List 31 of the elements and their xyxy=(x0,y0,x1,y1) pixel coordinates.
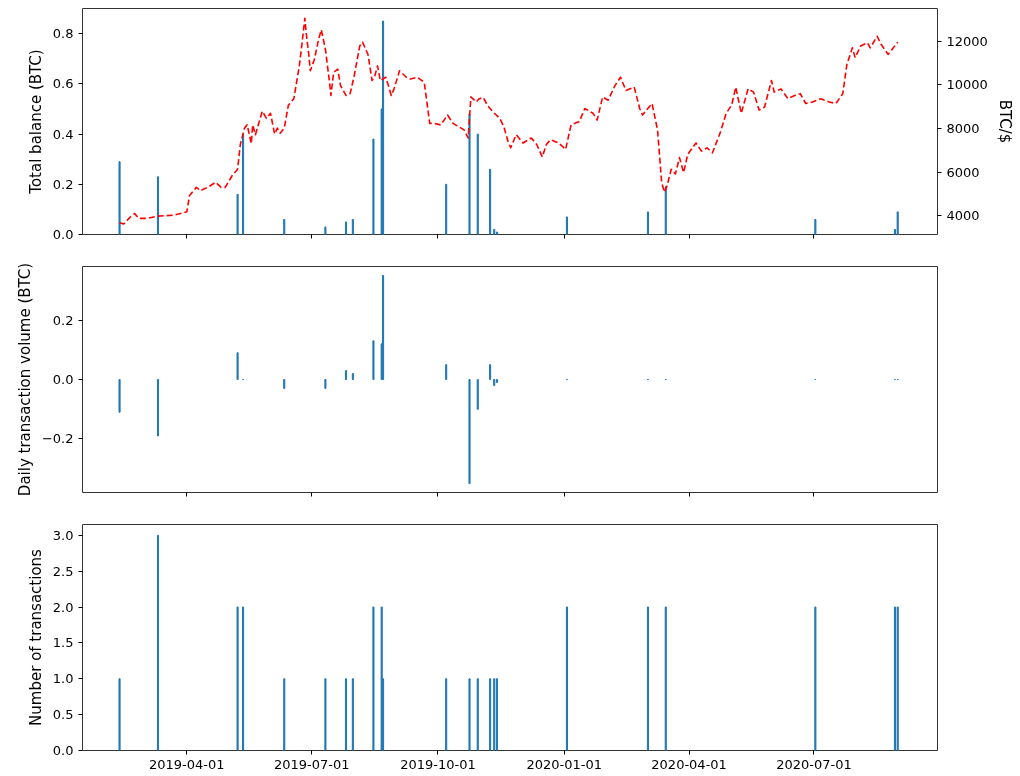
x-tick-label: 2020-01-01 xyxy=(526,756,602,772)
x-tick-label: 2019-04-01 xyxy=(149,756,225,772)
y-tick-label: 2.5 xyxy=(52,563,74,579)
x-tick-label: 2020-07-01 xyxy=(776,756,852,772)
x-tick-label: 2019-10-01 xyxy=(400,756,476,772)
y-tick-label: 0.6 xyxy=(52,76,74,92)
x-tick-label: 2019-07-01 xyxy=(273,756,350,772)
y-tick-label: 2.0 xyxy=(52,599,74,615)
x-tick-label: 2020-04-01 xyxy=(651,756,727,772)
y2-tick-label: 4000 xyxy=(946,208,980,224)
y2-tick-label: 12000 xyxy=(946,33,988,49)
y-tick-label: 0.0 xyxy=(52,227,74,242)
y2-axis-title: BTC/$ xyxy=(995,99,1014,144)
y-axis-title: Daily transaction volume (BTC) xyxy=(15,262,34,497)
y2-tick-label: 6000 xyxy=(946,164,980,180)
y-tick-label: 0.0 xyxy=(52,743,74,758)
y-tick-label: 0.4 xyxy=(52,126,74,142)
y-axis-title: Total balance (BTC) xyxy=(26,49,45,195)
y-tick-label: −0.2 xyxy=(41,431,74,447)
y-tick-label: 0.2 xyxy=(52,312,74,328)
y-tick-label: 1.0 xyxy=(52,671,74,687)
y-tick-label: 3.0 xyxy=(52,527,74,543)
y-axis-title: Number of transactions xyxy=(26,548,45,726)
y-tick-label: 0.2 xyxy=(52,176,74,192)
y2-tick-label: 10000 xyxy=(946,77,988,93)
y-tick-label: 0.0 xyxy=(52,372,74,387)
line-series xyxy=(118,17,899,225)
y2-tick-label: 8000 xyxy=(946,121,980,137)
y-tick-label: 1.5 xyxy=(52,635,74,651)
y-tick-label: 0.8 xyxy=(52,26,74,42)
y-tick-label: 0.5 xyxy=(52,707,74,723)
